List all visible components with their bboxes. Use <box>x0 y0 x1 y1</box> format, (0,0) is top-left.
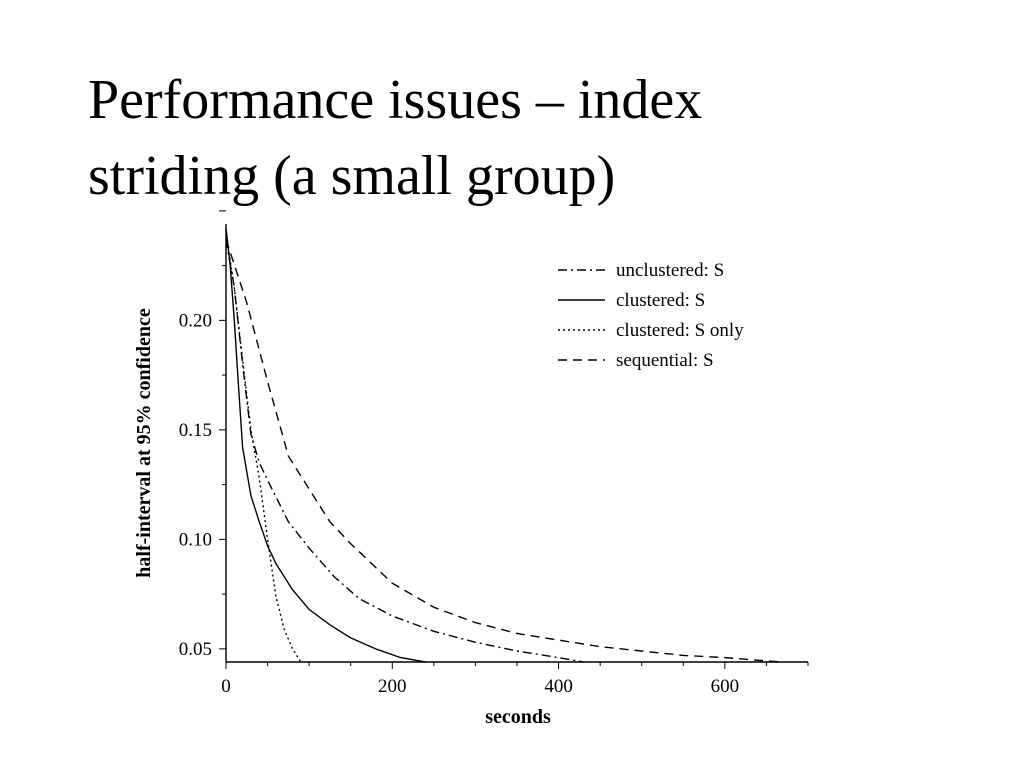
y-tick-label: 0.10 <box>179 529 212 550</box>
x-tick-label: 0 <box>221 676 231 697</box>
chart-axes: 0 200 400 600 0.05 0.10 0.15 0.20 <box>179 210 809 697</box>
chart-legend: unclustered: S clustered: S clustered: S o… <box>558 260 744 371</box>
y-tick-label: 0.20 <box>179 310 212 331</box>
series-line-3 <box>225 232 302 663</box>
chart-series <box>225 228 784 663</box>
x-tick-label: 400 <box>544 676 573 697</box>
slide-title-line-1: Performance issues – index <box>88 69 703 131</box>
series-line-4 <box>225 239 784 663</box>
legend-label: unclustered: S <box>616 260 724 281</box>
slide-title: Performance issues – index striding (a s… <box>88 62 968 214</box>
y-tick-label: 0.05 <box>179 639 212 660</box>
legend-label: clustered: S only <box>616 320 744 341</box>
slide-title-line-2: striding (a small group) <box>88 145 616 207</box>
series-line-1 <box>225 239 584 663</box>
legend-label: sequential: S <box>616 350 714 371</box>
x-axis-title: seconds <box>485 706 551 728</box>
x-tick-label: 200 <box>378 676 407 697</box>
x-tick-label: 600 <box>711 676 740 697</box>
legend-label: clustered: S <box>616 290 705 311</box>
y-tick-label: 0.15 <box>179 420 212 441</box>
y-axis-title: half-interval at 95% confidence <box>133 308 155 578</box>
series-line-2 <box>225 228 426 663</box>
